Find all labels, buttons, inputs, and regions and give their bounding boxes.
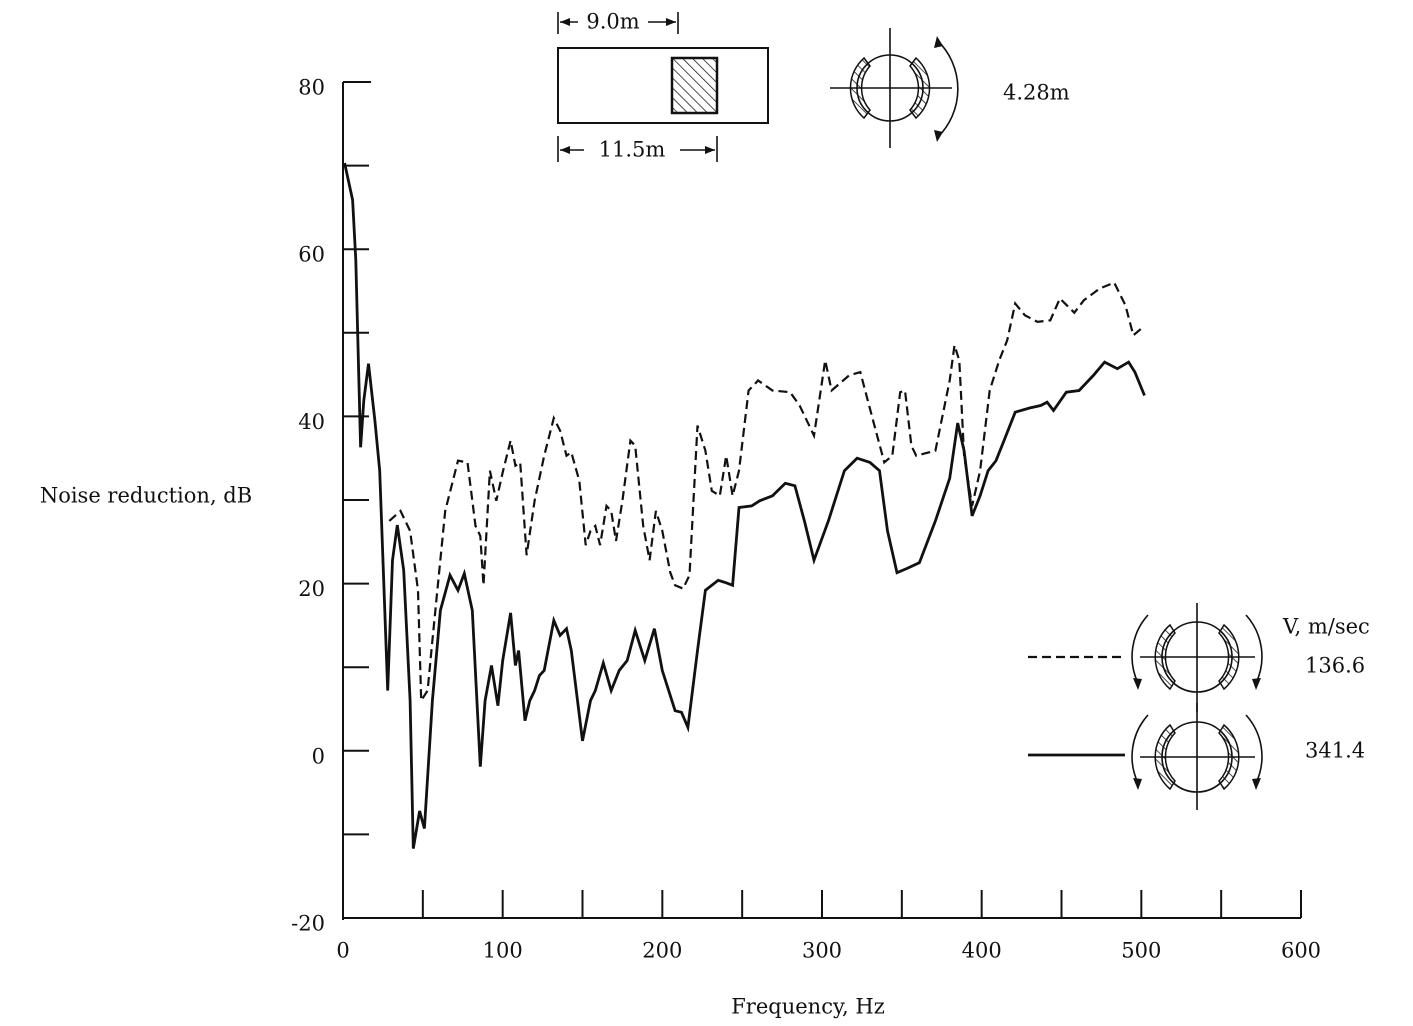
y-tick-label: 20 [298, 577, 325, 601]
x-tick-label: 200 [642, 939, 682, 963]
legend-title: V, m/sec [1282, 615, 1370, 639]
legend-label: 341.4 [1305, 739, 1365, 763]
x-tick-label: 400 [962, 939, 1002, 963]
dimension-label: 9.0m [586, 10, 639, 34]
geometry-diagram: 9.0m 11.5m [557, 10, 769, 162]
y-tick-label: 60 [298, 243, 325, 267]
legend-diagram [1131, 603, 1263, 810]
x-tick-label: 0 [336, 939, 349, 963]
y-axis-title: Noise reduction, dB [40, 484, 252, 508]
dimension-label: 11.5m [599, 138, 666, 162]
data-line [343, 162, 1146, 849]
data-line [388, 281, 1143, 705]
y-tick-label: 80 [298, 76, 325, 100]
legend-label: 136.6 [1305, 654, 1365, 678]
x-tick-label: 100 [483, 939, 523, 963]
dimension-label: 4.28m [1003, 81, 1070, 105]
y-tick-label: 40 [298, 410, 325, 434]
x-axis-title: Frequency, Hz [731, 995, 885, 1019]
x-tick-label: 500 [1121, 939, 1161, 963]
y-tick-label: -20 [291, 912, 325, 936]
section-diagram: 4.28m [830, 28, 1070, 148]
x-tick-label: 600 [1281, 939, 1321, 963]
x-tick-label: 300 [802, 939, 842, 963]
y-tick-label: 0 [312, 744, 325, 768]
